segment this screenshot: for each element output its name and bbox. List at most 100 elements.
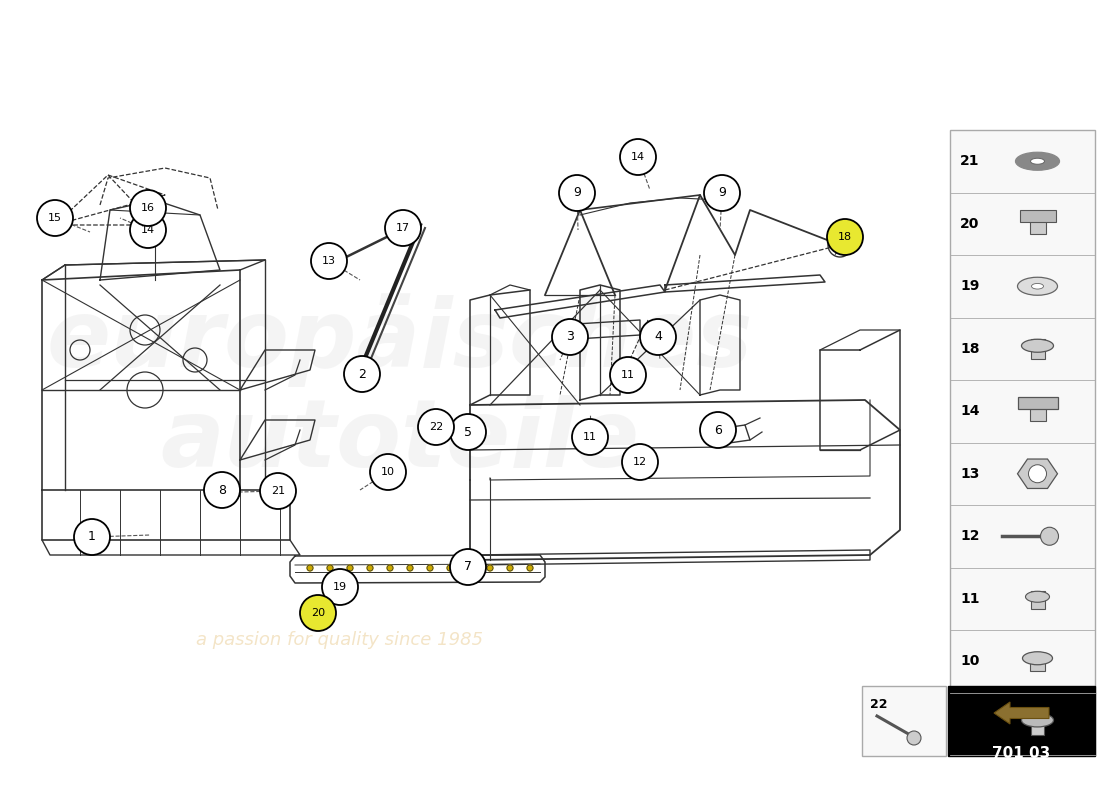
Text: 4: 4 — [654, 330, 662, 343]
Circle shape — [552, 319, 589, 355]
Circle shape — [507, 565, 513, 571]
Text: 22: 22 — [429, 422, 443, 432]
Text: 12: 12 — [960, 530, 979, 543]
Circle shape — [344, 356, 380, 392]
Polygon shape — [948, 686, 1094, 756]
Text: 20: 20 — [960, 217, 979, 230]
Text: 13: 13 — [322, 256, 335, 266]
Text: 6: 6 — [714, 423, 722, 437]
Text: 14: 14 — [631, 152, 645, 162]
Text: 9: 9 — [960, 717, 969, 730]
Ellipse shape — [908, 731, 921, 745]
Text: 8: 8 — [218, 483, 226, 497]
Text: 11: 11 — [621, 370, 635, 380]
Circle shape — [130, 212, 166, 248]
Circle shape — [610, 357, 646, 393]
Circle shape — [427, 565, 433, 571]
Circle shape — [572, 419, 608, 455]
Text: 15: 15 — [48, 213, 62, 223]
Ellipse shape — [1023, 652, 1053, 665]
Text: 5: 5 — [464, 426, 472, 438]
Text: 1: 1 — [88, 530, 96, 543]
Bar — [1031, 714, 1044, 734]
Circle shape — [640, 319, 676, 355]
Circle shape — [620, 139, 656, 175]
Circle shape — [827, 219, 864, 255]
Circle shape — [385, 210, 421, 246]
Circle shape — [327, 565, 333, 571]
Ellipse shape — [1022, 339, 1054, 352]
Circle shape — [450, 414, 486, 450]
Bar — [1030, 399, 1045, 422]
Text: 10: 10 — [381, 467, 395, 477]
Circle shape — [700, 412, 736, 448]
Text: 17: 17 — [396, 223, 410, 233]
Ellipse shape — [1041, 527, 1058, 546]
Circle shape — [311, 243, 346, 279]
Circle shape — [367, 565, 373, 571]
Ellipse shape — [1032, 283, 1044, 289]
Text: 13: 13 — [960, 466, 979, 481]
Polygon shape — [1018, 459, 1057, 489]
Circle shape — [447, 565, 453, 571]
Circle shape — [468, 565, 473, 571]
Circle shape — [418, 409, 454, 445]
Polygon shape — [862, 686, 946, 756]
Text: 18: 18 — [838, 232, 853, 242]
Bar — [1031, 590, 1045, 609]
Circle shape — [204, 472, 240, 508]
Text: 9: 9 — [573, 186, 581, 199]
Text: 19: 19 — [960, 279, 979, 294]
Bar — [1020, 210, 1056, 222]
Circle shape — [130, 190, 166, 226]
Text: 701 03: 701 03 — [992, 746, 1050, 761]
Text: a passion for quality since 1985: a passion for quality since 1985 — [197, 631, 484, 649]
Circle shape — [307, 565, 314, 571]
Text: 14: 14 — [960, 404, 979, 418]
Circle shape — [527, 565, 534, 571]
Text: 12: 12 — [632, 457, 647, 467]
Circle shape — [450, 549, 486, 585]
Bar — [1030, 214, 1045, 234]
Circle shape — [407, 565, 412, 571]
Ellipse shape — [1022, 714, 1054, 727]
Circle shape — [300, 595, 336, 631]
Circle shape — [704, 175, 740, 211]
Text: 21: 21 — [271, 486, 285, 496]
Text: 20: 20 — [311, 608, 326, 618]
Text: 11: 11 — [583, 432, 597, 442]
Circle shape — [559, 175, 595, 211]
Circle shape — [74, 519, 110, 555]
Text: 19: 19 — [333, 582, 348, 592]
Text: 22: 22 — [870, 698, 888, 711]
Circle shape — [260, 473, 296, 509]
Ellipse shape — [1018, 278, 1057, 295]
Text: 21: 21 — [960, 154, 979, 168]
Circle shape — [370, 454, 406, 490]
Text: 16: 16 — [141, 203, 155, 213]
Text: 10: 10 — [960, 654, 979, 668]
Text: 14: 14 — [141, 225, 155, 235]
Circle shape — [37, 200, 73, 236]
Ellipse shape — [1031, 158, 1045, 164]
Bar — [1030, 654, 1045, 671]
Text: europäisches
autoteile: europäisches autoteile — [46, 294, 754, 486]
Text: 7: 7 — [464, 561, 472, 574]
Circle shape — [387, 565, 393, 571]
Circle shape — [346, 565, 353, 571]
Ellipse shape — [1015, 152, 1059, 170]
Text: 9: 9 — [718, 186, 726, 199]
Polygon shape — [950, 130, 1094, 755]
Circle shape — [621, 444, 658, 480]
Bar — [1018, 398, 1057, 410]
Text: 18: 18 — [960, 342, 979, 356]
Circle shape — [1028, 465, 1046, 482]
Text: 2: 2 — [359, 367, 366, 381]
Bar — [1031, 338, 1045, 358]
Text: 11: 11 — [960, 592, 979, 606]
Polygon shape — [994, 702, 1049, 724]
Ellipse shape — [1025, 591, 1049, 602]
Text: 3: 3 — [566, 330, 574, 343]
Circle shape — [322, 569, 358, 605]
Circle shape — [487, 565, 493, 571]
